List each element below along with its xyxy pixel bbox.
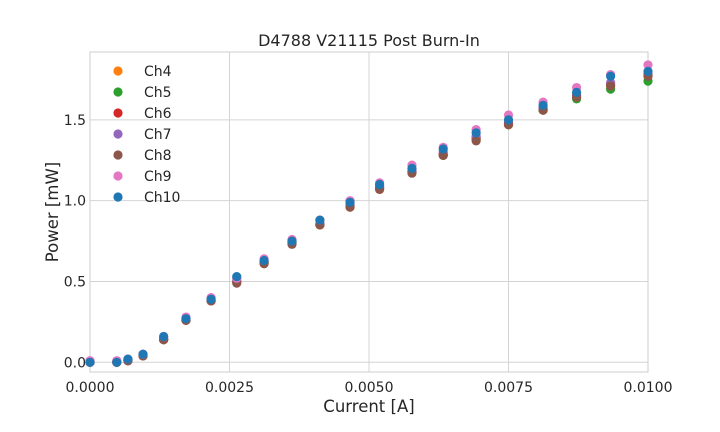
data-point [232,272,242,282]
legend-label: Ch10 [144,190,180,206]
x-tick-label: 0.0100 [624,380,673,396]
legend-item-ch4: Ch4 [113,64,172,80]
legend-label: Ch8 [144,148,172,164]
legend: Ch4 Ch5 Ch6 Ch7 Ch8 Ch9 Ch10 [113,64,180,206]
legend-marker [113,171,123,181]
x-tick-label: 0.0025 [205,380,254,396]
data-point [159,331,169,342]
series-ch10 [85,66,653,367]
legend-marker [113,192,123,202]
legend-item-ch10: Ch10 [113,190,180,206]
legend-item-ch7: Ch7 [113,127,172,143]
data-point [538,100,548,110]
y-tick-label: 0.0 [64,355,86,371]
data-point [643,66,653,76]
x-tick-label: 0.0075 [484,380,533,396]
data-point [438,150,448,161]
data-point [259,255,269,266]
chart-title: D4788 V21115 Post Burn-In [258,31,480,50]
legend-marker [113,150,123,160]
legend-marker [113,108,123,118]
data-point [112,357,122,367]
y-tick-label: 1.5 [64,113,86,129]
data-point [471,128,481,138]
y-tick-label: 0.5 [64,274,86,290]
data-point [345,197,355,207]
data-point [138,349,148,359]
legend-marker [113,87,123,97]
data-point [606,71,616,81]
legend-label: Ch9 [144,169,172,185]
x-tick-label: 0.0000 [66,380,115,396]
y-tick-label: 1.0 [64,194,86,210]
data-point [471,136,481,146]
data-point [85,357,95,367]
data-point [315,215,325,225]
legend-marker [113,129,123,139]
x-axis-label: Current [A] [323,397,414,416]
legend-label: Ch4 [144,64,172,80]
legend-label: Ch7 [144,127,172,143]
data-point [503,115,514,125]
legend-item-ch8: Ch8 [113,148,172,164]
legend-marker [113,66,123,76]
data-point [375,179,385,190]
data-point [287,236,297,246]
legend-item-ch5: Ch5 [113,85,172,101]
legend-item-ch6: Ch6 [113,106,172,122]
grid [89,52,649,372]
legend-item-ch9: Ch9 [113,169,172,185]
data-points [85,60,653,367]
data-point [123,354,133,364]
data-point [206,294,216,304]
data-point [643,60,653,70]
legend-label: Ch6 [144,106,172,122]
y-axis-label: Power [mW] [43,162,62,262]
plot-frame [89,51,649,373]
data-point [407,163,417,173]
data-point [571,87,582,98]
x-tick-label: 0.0050 [345,380,394,396]
data-point [606,81,616,91]
legend-label: Ch5 [144,85,172,101]
data-point [181,314,191,324]
data-point [438,144,448,154]
tick-labels: 0.0000 0.0025 0.0050 0.0075 0.0100 0.0 0.5 1.0 1… [64,113,673,396]
